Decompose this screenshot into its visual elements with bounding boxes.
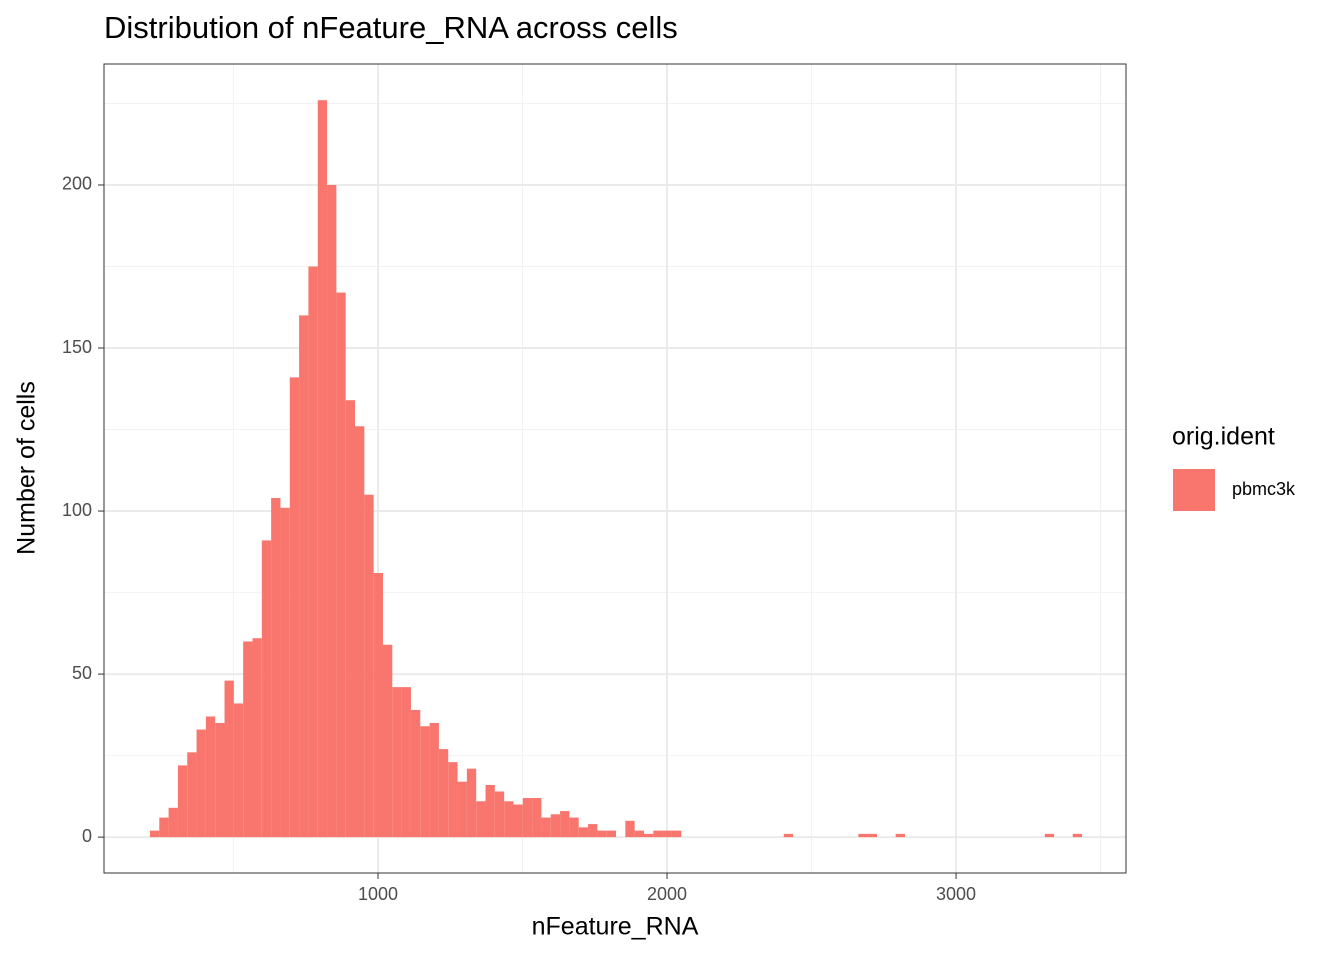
bar <box>243 641 253 838</box>
chart-title: Distribution of nFeature_RNA across cell… <box>104 10 678 45</box>
bar <box>634 830 644 838</box>
x-axis-label: nFeature_RNA <box>532 913 699 941</box>
bar <box>364 494 374 838</box>
bar <box>299 315 309 838</box>
bar <box>504 801 514 838</box>
y-axis-label: Number of cells <box>13 381 41 555</box>
bar <box>867 833 878 838</box>
bar <box>597 830 607 838</box>
bar <box>625 820 635 838</box>
bar <box>438 749 449 838</box>
bar <box>783 833 794 838</box>
x-tick-label: 3000 <box>936 884 976 904</box>
bar <box>336 292 346 838</box>
bar <box>149 830 160 838</box>
bar <box>159 817 169 838</box>
bar <box>485 784 495 838</box>
x-tick-label: 2000 <box>647 884 687 904</box>
legend-label: pbmc3k <box>1232 479 1296 499</box>
plot-border <box>103 63 1127 874</box>
legend-key <box>1173 469 1215 511</box>
y-tick-label: 0 <box>82 826 92 846</box>
bar <box>224 680 234 838</box>
bar <box>522 798 533 838</box>
bar <box>1044 833 1055 838</box>
bar <box>643 833 654 838</box>
bar <box>578 827 589 838</box>
bar <box>205 716 216 838</box>
bar <box>327 184 337 838</box>
bar <box>606 830 617 838</box>
bar <box>1072 833 1083 838</box>
bar <box>429 723 439 838</box>
bar <box>541 817 551 838</box>
bar <box>382 644 393 838</box>
y-tick-label: 100 <box>62 500 92 520</box>
bar <box>187 752 197 838</box>
bar <box>662 830 672 838</box>
bar <box>308 266 318 838</box>
bar <box>261 540 272 838</box>
bar <box>494 791 505 838</box>
bar <box>392 687 402 838</box>
bar <box>671 830 682 838</box>
bar <box>420 726 430 838</box>
bar <box>560 811 570 838</box>
bar <box>168 807 178 838</box>
bar <box>895 833 905 838</box>
bar <box>466 768 477 838</box>
bar <box>373 573 383 838</box>
y-tick-label: 150 <box>62 337 92 357</box>
bar <box>317 100 328 838</box>
bar <box>653 830 663 838</box>
bar <box>233 703 244 838</box>
bar <box>457 781 467 838</box>
bar <box>410 709 421 838</box>
bar <box>215 723 225 838</box>
bar <box>252 638 262 838</box>
bar <box>569 817 579 838</box>
bar <box>401 687 411 838</box>
bar <box>550 814 561 838</box>
y-tick-label: 200 <box>62 174 92 194</box>
bar <box>177 765 188 838</box>
bar <box>289 377 300 838</box>
x-tick-label: 1000 <box>358 884 398 904</box>
bar <box>196 729 206 838</box>
bar <box>532 798 542 838</box>
bar <box>476 801 486 838</box>
y-tick-label: 50 <box>72 663 92 683</box>
bar <box>280 507 290 838</box>
bar <box>513 804 523 838</box>
bar <box>858 833 868 838</box>
bar <box>345 400 356 838</box>
legend-title: orig.ident <box>1172 423 1275 451</box>
bar <box>271 498 281 838</box>
bar <box>355 426 365 838</box>
bar <box>448 762 458 838</box>
bar <box>588 824 598 838</box>
